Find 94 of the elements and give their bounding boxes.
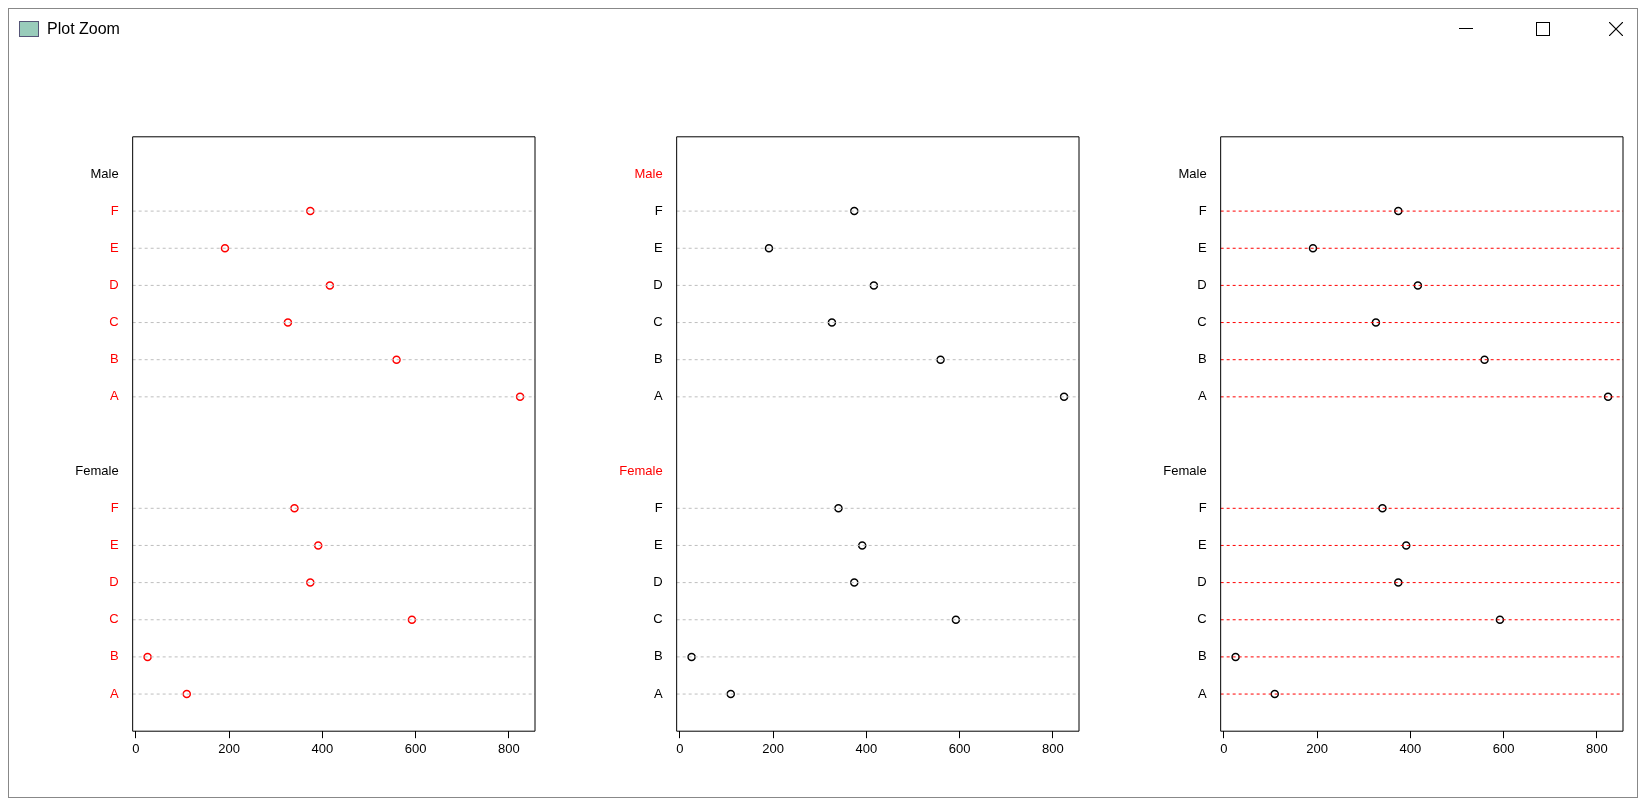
- point: [1401, 541, 1411, 550]
- point: [1480, 355, 1489, 364]
- y-tick-label: Female: [619, 462, 663, 478]
- y-tick-label: B: [1198, 351, 1207, 367]
- point: [1371, 318, 1381, 327]
- y-tick-label: C: [109, 611, 119, 627]
- x-tick-label: 200: [1306, 740, 1329, 756]
- y-tick-label: B: [110, 648, 119, 664]
- y-tick-label: D: [1197, 276, 1207, 292]
- point: [515, 392, 525, 402]
- x-tick-label: 600: [404, 740, 427, 756]
- x-tick-label: 0: [1220, 740, 1228, 756]
- point: [306, 578, 315, 587]
- x-tick-label: 600: [1492, 740, 1515, 756]
- point: [850, 206, 859, 216]
- point: [1378, 504, 1387, 513]
- point: [325, 281, 335, 290]
- point: [1059, 392, 1069, 402]
- point: [1394, 578, 1403, 587]
- point: [1413, 281, 1423, 290]
- y-tick-label: Female: [75, 462, 119, 478]
- y-tick-label: A: [110, 388, 119, 404]
- x-tick-label: 200: [218, 740, 241, 756]
- x-tick-label: 400: [855, 740, 878, 756]
- point: [726, 689, 735, 699]
- x-tick-label: 0: [132, 740, 140, 756]
- y-tick-label: E: [110, 239, 119, 255]
- point: [313, 541, 323, 550]
- point: [283, 318, 293, 327]
- y-tick-label: D: [653, 574, 663, 590]
- x-tick-label: 800: [1586, 740, 1608, 756]
- point: [1394, 206, 1403, 216]
- y-tick-label: E: [110, 537, 119, 553]
- x-tick-label: 800: [1042, 740, 1064, 756]
- y-tick-label: D: [109, 574, 119, 590]
- y-tick-label: A: [110, 685, 119, 701]
- y-tick-label: B: [654, 648, 663, 664]
- y-tick-label: C: [109, 314, 119, 330]
- point: [1603, 392, 1613, 402]
- x-tick-label: 200: [762, 740, 785, 756]
- y-tick-label: F: [654, 499, 663, 515]
- point: [392, 355, 401, 364]
- point: [182, 689, 191, 699]
- y-tick-label: D: [1197, 574, 1207, 590]
- y-tick-label: Male: [90, 165, 119, 181]
- y-tick-label: F: [1198, 202, 1207, 218]
- y-tick-label: B: [654, 351, 663, 367]
- y-tick-label: E: [1198, 537, 1207, 553]
- point: [407, 615, 417, 624]
- x-tick-label: 0: [676, 740, 684, 756]
- y-tick-label: E: [654, 239, 663, 255]
- x-tick-label: 400: [1399, 740, 1422, 756]
- point: [290, 504, 299, 513]
- point: [1308, 244, 1318, 253]
- y-tick-label: F: [110, 499, 119, 515]
- point: [1270, 689, 1279, 699]
- y-tick-label: C: [653, 314, 663, 330]
- point: [1495, 615, 1505, 624]
- y-tick-label: C: [653, 611, 663, 627]
- point: [869, 281, 879, 290]
- point: [143, 652, 152, 662]
- y-tick-label: F: [1198, 499, 1207, 515]
- y-tick-label: B: [1198, 648, 1207, 664]
- x-tick-label: 800: [498, 740, 520, 756]
- y-tick-label: F: [654, 202, 663, 218]
- y-tick-label: A: [654, 388, 663, 404]
- y-tick-label: A: [1198, 388, 1207, 404]
- point: [306, 206, 315, 216]
- y-tick-label: Female: [1163, 462, 1207, 478]
- point: [220, 244, 230, 253]
- point: [687, 652, 696, 662]
- point: [850, 578, 859, 587]
- text: Plot Zoom: [47, 20, 120, 38]
- point: [857, 541, 867, 550]
- y-tick-label: C: [1197, 314, 1207, 330]
- y-tick-label: F: [110, 202, 119, 218]
- y-tick-label: Male: [1178, 165, 1207, 181]
- y-tick-label: Male: [634, 165, 663, 181]
- x-tick-label: 600: [948, 740, 971, 756]
- point: [764, 244, 774, 253]
- x-tick-label: 400: [311, 740, 334, 756]
- y-tick-label: E: [1198, 239, 1207, 255]
- y-tick-label: A: [654, 685, 663, 701]
- y-tick-label: C: [1197, 611, 1207, 627]
- y-tick-label: A: [1198, 685, 1207, 701]
- y-tick-label: E: [654, 537, 663, 553]
- point: [951, 615, 961, 624]
- point: [834, 504, 843, 513]
- y-tick-label: D: [109, 276, 119, 292]
- y-tick-label: B: [110, 351, 119, 367]
- point: [936, 355, 945, 364]
- point: [1231, 652, 1240, 662]
- y-tick-label: D: [653, 276, 663, 292]
- point: [827, 318, 837, 327]
